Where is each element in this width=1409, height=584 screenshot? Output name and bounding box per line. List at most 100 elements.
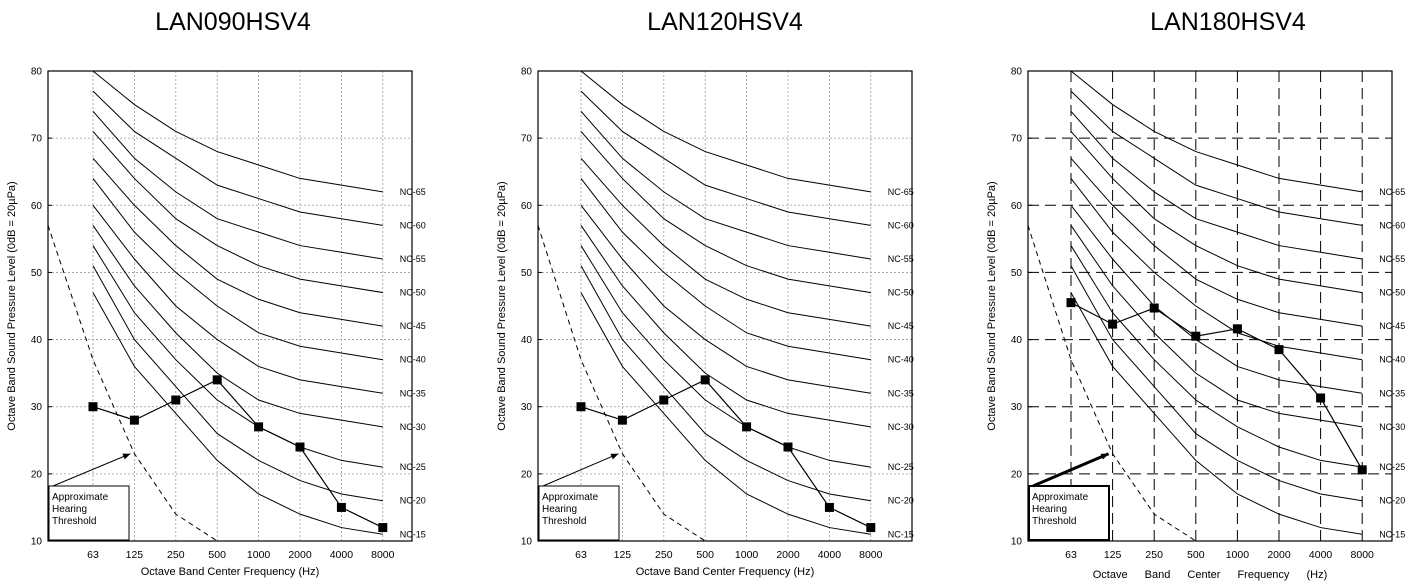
nc-curve: [1070, 131, 1363, 294]
measured-point: [866, 523, 876, 533]
y-tick-label: 40: [31, 335, 43, 346]
y-tick-label: 10: [1011, 537, 1023, 548]
measured-point: [1066, 298, 1076, 308]
plot-frame: [537, 70, 913, 542]
nc-curve-label: NC-40: [888, 355, 914, 365]
y-axis-label: Octave Band Sound Pressure Level (0dB = …: [496, 181, 508, 430]
nc-curve-label: NC-55: [400, 254, 426, 264]
measured-point: [88, 402, 98, 412]
nc-curve: [1070, 245, 1363, 468]
nc-curve-label: NC-65: [888, 187, 914, 197]
nc-curve: [92, 70, 383, 193]
annotation-arrow-head: [122, 453, 131, 460]
y-tick-label: 80: [521, 67, 533, 78]
x-tick-label: 2000: [776, 549, 800, 561]
annotation-arrow-line: [52, 453, 131, 487]
nc-curve: [580, 245, 871, 468]
measured-point: [1191, 331, 1201, 341]
nc-curve: [92, 90, 383, 226]
plot-frame: [1027, 70, 1393, 542]
nc-curve-label: NC-20: [400, 496, 426, 506]
y-tick-label: 40: [1011, 335, 1023, 346]
nc-curve-label: NC-20: [1379, 496, 1405, 506]
measured-point: [783, 442, 793, 452]
annotation-arrow-head: [610, 453, 619, 460]
plot-frame: [47, 70, 413, 542]
plot-area: [1028, 71, 1392, 541]
chart-3: 10 20 30 40 50 60 70 80 63 125 250 500 1000 2000 4000 8…: [986, 67, 1405, 582]
measured-point: [1357, 465, 1367, 475]
nc-curve: [580, 90, 871, 226]
x-tick-label: 500: [696, 549, 714, 561]
measured-point: [254, 422, 264, 432]
nc-curve: [580, 265, 871, 502]
nc-curve-label: NC-50: [1379, 288, 1405, 298]
nc-curve-label: NC-30: [1379, 422, 1405, 432]
hearing-threshold-curve: [47, 225, 218, 542]
nc-curve-label: NC-30: [888, 422, 914, 432]
measured-point: [659, 395, 669, 405]
nc-curve: [1070, 225, 1363, 428]
measured-point: [295, 442, 305, 452]
x-tick-label: 125: [614, 549, 632, 561]
y-tick-label: 70: [1011, 134, 1023, 145]
hearing-threshold-curve: [537, 225, 706, 542]
annotation-box: [538, 485, 620, 541]
y-tick-label: 70: [31, 134, 43, 145]
nc-curve-label: NC-25: [400, 462, 426, 472]
x-tick-label: 250: [655, 549, 673, 561]
x-tick-label: 8000: [1351, 549, 1375, 561]
y-tick-label: 30: [521, 402, 533, 413]
chart-title-2: LAN120HSV4: [647, 8, 803, 36]
y-tick-label: 20: [521, 469, 533, 480]
nc-curve-label: NC-60: [888, 220, 914, 230]
nc-curve-label: NC-30: [400, 422, 426, 432]
nc-curve: [580, 292, 871, 535]
nc-curve: [92, 292, 383, 535]
nc-curve: [580, 225, 871, 428]
x-tick-label: 63: [575, 549, 587, 561]
nc-curve-label: NC-15: [888, 529, 914, 539]
chart-2: 10 20 30 40 50 60 70 80 63 125 250 500 1000 2000 4000 8…: [496, 67, 914, 579]
measured-series-line: [1070, 302, 1363, 471]
nc-curve-label: NC-25: [888, 462, 914, 472]
chart-1: 10 20 30 40 50 60 70 80 63 125 250 500 1000 2000 4000 8…: [6, 67, 426, 579]
nc-curve-label: NC-40: [400, 355, 426, 365]
x-axis-label: Octave Band Center Frequency (Hz): [636, 566, 815, 578]
nc-curve: [92, 265, 383, 502]
measured-point: [336, 502, 346, 512]
annotation-arrow-head: [1100, 453, 1109, 460]
nc-curve: [1070, 292, 1363, 535]
annotation-text: Threshold: [542, 516, 586, 527]
y-tick-label: 80: [1011, 67, 1023, 78]
nc-curve: [580, 110, 871, 260]
measured-point: [742, 422, 752, 432]
nc-curve: [580, 157, 871, 327]
nc-curve: [1070, 178, 1363, 361]
nc-curve-label: NC-15: [400, 529, 426, 539]
annotation-text: Hearing: [52, 504, 87, 515]
nc-curve-label: NC-40: [1379, 355, 1405, 365]
y-tick-label: 10: [31, 537, 43, 548]
nc-curve: [92, 157, 383, 327]
measured-point: [1274, 345, 1284, 355]
nc-curve: [580, 70, 871, 193]
nc-curve-label: NC-45: [400, 321, 426, 331]
y-tick-label: 10: [521, 537, 533, 548]
annotation-text: Hearing: [1032, 504, 1067, 515]
annotation-text: Hearing: [542, 504, 577, 515]
nc-curve: [92, 178, 383, 361]
nc-curve: [1070, 265, 1363, 502]
nc-curve-label: NC-35: [888, 388, 914, 398]
nc-curve-label: NC-25: [1379, 462, 1405, 472]
measured-point: [378, 523, 388, 533]
annotation-text: Approximate: [1032, 492, 1089, 503]
x-tick-label: 125: [1104, 549, 1122, 561]
y-tick-label: 20: [31, 469, 43, 480]
nc-curve: [580, 131, 871, 294]
y-tick-label: 50: [31, 268, 43, 279]
measured-point: [700, 375, 710, 385]
y-tick-label: 60: [31, 201, 43, 212]
measured-point: [617, 415, 627, 425]
nc-curve: [1070, 204, 1363, 394]
